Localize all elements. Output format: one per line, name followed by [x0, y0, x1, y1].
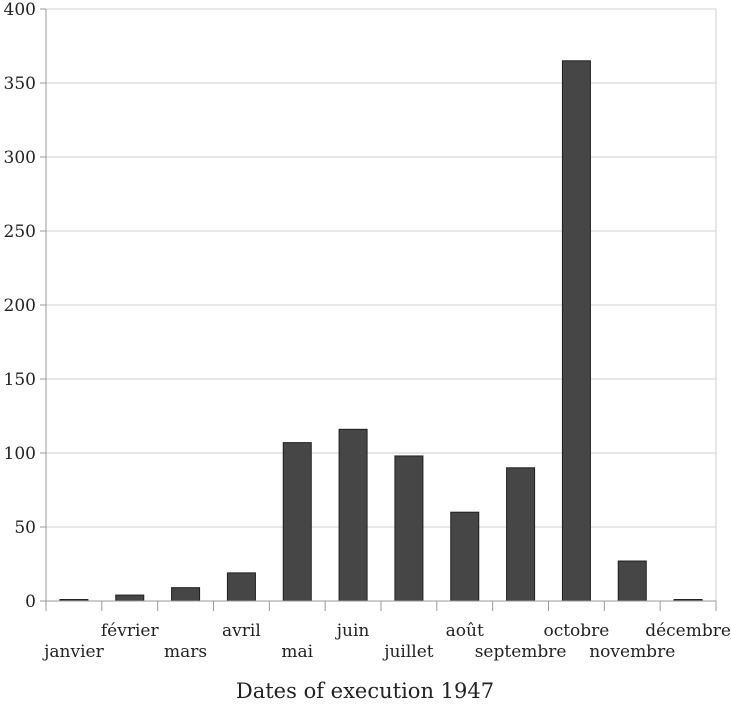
- bar-septembre: [506, 467, 536, 602]
- y-tick-label: 0: [25, 592, 36, 612]
- bar-mai: [282, 442, 312, 602]
- y-tick-label: 150: [4, 370, 36, 390]
- x-axis-title: Dates of execution 1947: [236, 679, 494, 703]
- x-category-label: janvier: [42, 642, 104, 662]
- x-category-label: avril: [222, 621, 261, 641]
- y-tick-label: 200: [4, 296, 36, 316]
- x-category-label: juin: [335, 621, 370, 641]
- gridlines: [46, 8, 717, 601]
- y-tick-label: 250: [4, 222, 36, 242]
- bar-juin: [338, 428, 368, 602]
- bars: [59, 60, 703, 602]
- x-category-label: mars: [164, 642, 207, 662]
- x-category-label: juillet: [382, 642, 434, 662]
- y-tick-labels: 0 50 100 150 200 250 300 350 400: [4, 0, 36, 612]
- bar-novembre: [617, 560, 647, 602]
- bar-octobre: [561, 60, 591, 602]
- x-category-label: février: [101, 621, 160, 641]
- x-category-label: novembre: [589, 642, 675, 662]
- bar-février: [115, 594, 145, 602]
- bar-mars: [171, 587, 201, 602]
- bar-août: [450, 511, 480, 602]
- y-tick-label: 400: [4, 0, 36, 20]
- x-category-label: août: [446, 621, 484, 641]
- y-tick-label: 100: [4, 444, 36, 464]
- x-category-label: mai: [281, 642, 313, 662]
- bar-juillet: [394, 455, 424, 602]
- x-category-label: septembre: [475, 642, 567, 662]
- x-category-label: octobre: [543, 621, 609, 641]
- bar-avril: [226, 572, 256, 602]
- y-tick-label: 350: [4, 74, 36, 94]
- y-tick-label: 50: [14, 518, 36, 538]
- y-tick-label: 300: [4, 148, 36, 168]
- axes: [40, 8, 717, 611]
- x-category-label: décembre: [645, 621, 731, 641]
